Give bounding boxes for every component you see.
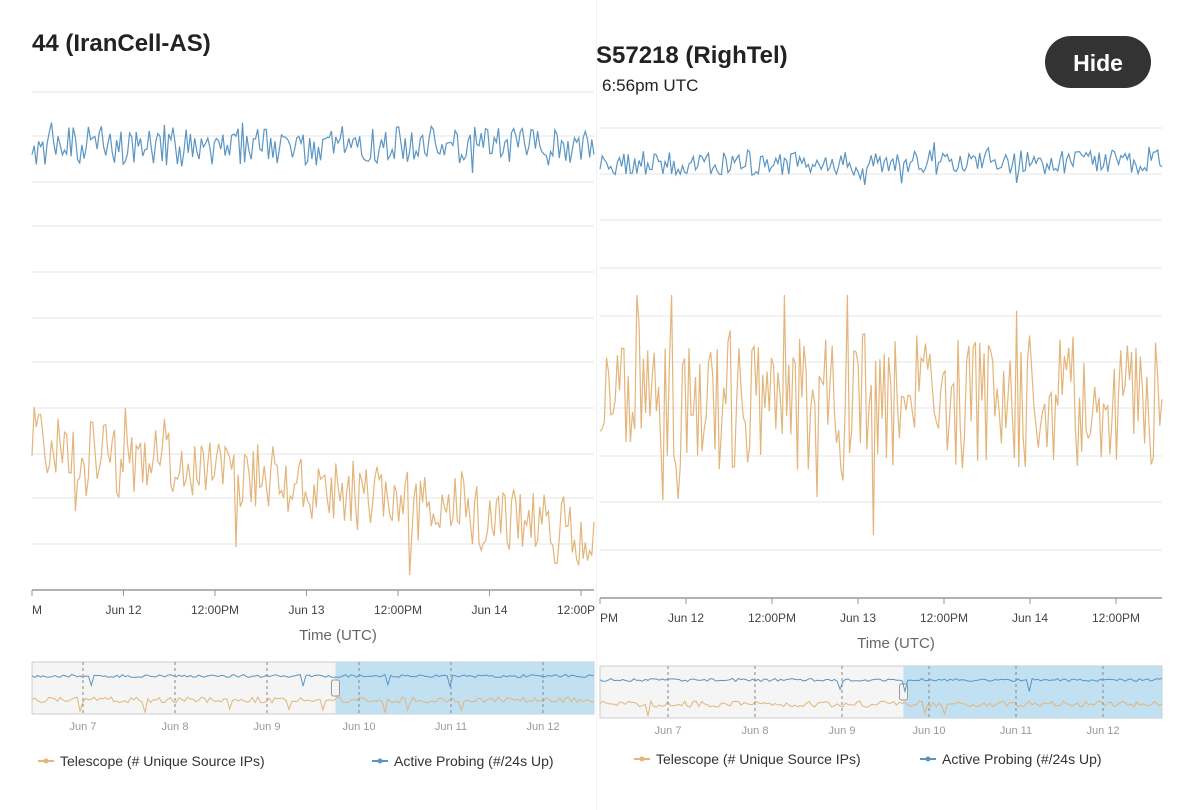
legend-item[interactable]: Telescope (# Unique Source IPs)	[656, 751, 861, 767]
legend-marker	[925, 756, 931, 762]
x-tick-label: 12:00PM	[748, 611, 796, 625]
chart-title: S57218 (RighTel)	[596, 42, 788, 69]
chart-title: 44 (IranCell-AS)	[32, 30, 211, 57]
x-tick-label: Jun 13	[840, 611, 876, 625]
legend-marker	[377, 758, 383, 764]
x-tick-label: PM	[600, 611, 618, 625]
chart-panel-left: 44 (IranCell-AS) M Jun 12 12:00PM Jun 13 12:…	[0, 0, 596, 810]
navigator-selection	[335, 662, 594, 714]
x-tick-label: 12:00PM	[1092, 611, 1140, 625]
chart-plot-left[interactable]: M Jun 12 12:00PM Jun 13 12:00PM Jun 14 12:00PM…	[0, 0, 596, 810]
panel-divider	[596, 0, 597, 810]
hide-button[interactable]: Hide	[1045, 36, 1151, 88]
x-axis-title: Time (UTC)	[299, 627, 377, 644]
x-tick-label: Jun 12	[668, 611, 704, 625]
x-tick-label: M	[32, 603, 42, 617]
x-tick-label: 12:00PM	[920, 611, 968, 625]
navigator-series-line	[599, 699, 1163, 717]
navigator-tick-label: Jun 10	[342, 721, 375, 733]
navigator-tick-label: Jun 7	[70, 721, 97, 733]
series-line-telescope	[31, 407, 595, 576]
x-tick-label: 12:00PM	[191, 603, 239, 617]
x-tick-label: Jun 14	[1012, 611, 1048, 625]
legend-item[interactable]: Active Probing (#/24s Up)	[942, 751, 1102, 767]
navigator-tick-label: Jun 9	[829, 725, 856, 737]
x-tick-label: 12:00PM	[374, 603, 422, 617]
x-tick-label: Jun 14	[471, 603, 507, 617]
navigator-handle[interactable]	[330, 679, 340, 697]
navigator-tick-label: Jun 9	[254, 721, 281, 733]
navigator-tick-label: Jun 11	[435, 721, 467, 733]
navigator-tick-label: Jun 7	[655, 725, 682, 737]
navigator-tick-label: Jun 12	[1086, 725, 1119, 737]
navigator-tick-label: Jun 8	[742, 725, 769, 737]
legend-item[interactable]: Telescope (# Unique Source IPs)	[60, 753, 265, 769]
navigator-series-line	[599, 677, 1163, 694]
navigator-tick-label: Jun 10	[912, 725, 945, 737]
navigator-tick-label: Jun 8	[162, 721, 189, 733]
chart-panel-right: S57218 (RighTel) 6:56pm UTC PM Jun 12 12:0…	[596, 0, 1188, 810]
x-tick-label: Jun 12	[105, 603, 141, 617]
x-tick-label: Jun 13	[288, 603, 324, 617]
legend-item[interactable]: Active Probing (#/24s Up)	[394, 753, 554, 769]
navigator-selection	[903, 666, 1162, 718]
navigator-series-line	[31, 696, 595, 714]
navigator-tick-label: Jun 11	[1000, 725, 1032, 737]
legend-marker	[43, 758, 49, 764]
series-line-active-probing	[599, 142, 1163, 185]
navigator-tick-label: Jun 12	[526, 721, 559, 733]
series-line-active-probing	[31, 122, 595, 174]
legend-marker	[639, 756, 645, 762]
x-tick-label: 12:00PM	[557, 603, 596, 617]
navigator-series-line	[31, 673, 595, 688]
chart-subtitle: 6:56pm UTC	[602, 76, 699, 95]
chart-plot-right[interactable]: PM Jun 12 12:00PM Jun 13 12:00PM Jun 14 12:00P…	[596, 0, 1188, 810]
series-line-telescope	[599, 294, 1163, 536]
x-axis-title: Time (UTC)	[857, 635, 935, 652]
